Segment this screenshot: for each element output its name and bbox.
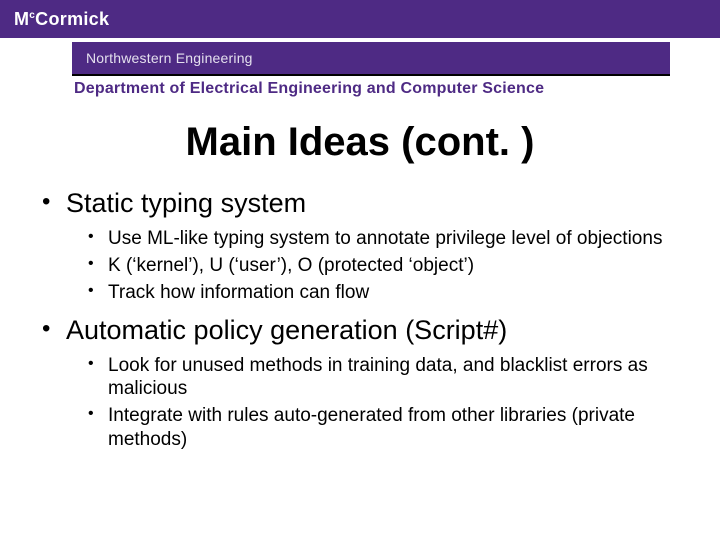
header-sub-bar: Northwestern Engineering — [72, 42, 670, 76]
bullet-list-level2: Use ML-like typing system to annotate pr… — [86, 227, 692, 305]
mccormick-logo: McCormick — [14, 9, 109, 30]
bullet-text: Automatic policy generation (Script#) — [66, 315, 507, 345]
sub-bullet-item: Use ML-like typing system to annotate pr… — [86, 227, 692, 250]
bullet-text: Static typing system — [66, 188, 306, 218]
bullet-list-level1: Static typing system Use ML-like typing … — [38, 187, 692, 451]
department-line: Department of Electrical Engineering and… — [74, 80, 720, 98]
header-top-bar: McCormick — [0, 0, 720, 38]
bullet-item: Automatic policy generation (Script#) Lo… — [38, 314, 692, 450]
sub-bullet-item: Track how information can flow — [86, 281, 692, 304]
sub-bullet-item: K (‘kernel’), U (‘user’), O (protected ‘… — [86, 254, 692, 277]
logo-rest: Cormick — [35, 9, 109, 29]
sub-bullet-item: Look for unused methods in training data… — [86, 354, 692, 400]
sub-bullet-item: Integrate with rules auto-generated from… — [86, 404, 692, 450]
bullet-list-level2: Look for unused methods in training data… — [86, 354, 692, 451]
bullet-item: Static typing system Use ML-like typing … — [38, 187, 692, 304]
slide-content: Static typing system Use ML-like typing … — [0, 187, 720, 451]
northwestern-engineering-label: Northwestern Engineering — [86, 50, 253, 66]
logo-m: M — [14, 9, 29, 30]
slide-title: Main Ideas (cont. ) — [0, 120, 720, 165]
